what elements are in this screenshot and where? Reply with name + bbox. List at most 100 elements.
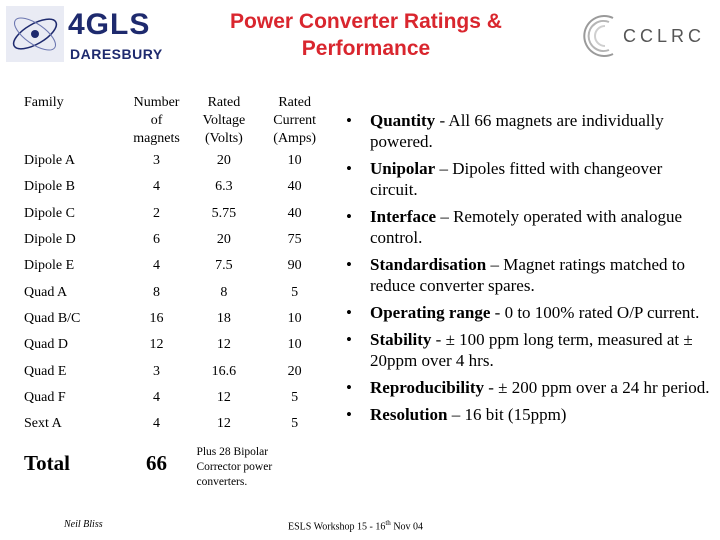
cell-current: 75 (287, 232, 302, 248)
logo-4gls: 4GLS DARESBURY (6, 6, 174, 64)
header-current: Rated Current (Amps) (273, 95, 317, 146)
cell-current: 5 (291, 389, 299, 405)
4gls-logo-icon (6, 6, 64, 62)
cell-number: 4 (153, 179, 161, 195)
cell-number: 16 (149, 310, 164, 326)
cell-family: Dipole D (24, 232, 76, 248)
ratings-table-container: Family Number of magnets Rated Voltage (… (24, 90, 334, 490)
list-item: • Reproducibility - ± 200 ppm over a 24 h… (344, 377, 712, 398)
list-item: • Interface – Remotely operated with anal… (344, 206, 712, 248)
cell-family: Dipole A (24, 153, 75, 169)
title-line-1: Power Converter Ratings & (230, 10, 502, 33)
total-label: Total (24, 451, 70, 476)
header-number: Number of magnets (133, 95, 180, 146)
cell-voltage: 6.3 (215, 179, 233, 195)
cell-current: 20 (287, 363, 302, 379)
bullet-icon: • (346, 378, 352, 397)
table-row: Dipole D 6 20 75 (24, 227, 334, 253)
cell-voltage: 12 (216, 416, 231, 432)
cell-voltage: 12 (216, 337, 231, 353)
bullet-icon: • (346, 207, 352, 226)
bullet-term: Unipolar (370, 159, 436, 178)
cell-current: 10 (287, 310, 302, 326)
table-row: Dipole A 3 20 10 (24, 148, 334, 174)
bullet-term: Interface (370, 207, 437, 226)
cell-current: 10 (287, 153, 302, 169)
cell-family: Sext A (24, 416, 62, 432)
logo-4gls-text: 4GLS (68, 8, 151, 41)
logo-cclrc-text: CCLRC (623, 26, 706, 46)
cell-voltage: 7.5 (215, 258, 233, 274)
bullet-text: – Remotely operated with analogue contro… (370, 207, 683, 247)
table-row: Dipole C 2 5.75 40 (24, 201, 334, 227)
list-item: • Quantity - All 66 magnets are individua… (344, 110, 712, 152)
table-header-row: Family Number of magnets Rated Voltage (… (24, 90, 334, 148)
cell-current: 10 (287, 337, 302, 353)
bullet-term: Stability (370, 330, 432, 349)
list-item: • Operating range - 0 to 100% rated O/P c… (344, 302, 712, 323)
table-row: Sext A 4 12 5 (24, 411, 334, 437)
bullet-term: Quantity (370, 111, 436, 130)
bullet-term: Standardisation (370, 255, 487, 274)
cell-voltage: 20 (216, 232, 231, 248)
cell-family: Dipole C (24, 205, 75, 221)
list-item: • Resolution – 16 bit (15ppm) (344, 404, 712, 425)
page-title: Power Converter Ratings & Performance (196, 8, 536, 62)
cell-number: 4 (153, 258, 161, 274)
cell-family: Quad A (24, 284, 68, 300)
logo-cclrc: CCLRC (573, 8, 715, 64)
footer-event: ESLS Workshop 15 - 16th Nov 04 (288, 519, 424, 533)
footer-author: Neil Bliss (64, 519, 103, 530)
bullet-text: - All 66 magnets are individually powere… (370, 111, 664, 151)
cell-family: Dipole B (24, 179, 75, 195)
cell-current: 40 (287, 179, 302, 195)
bullet-text: - ± 200 ppm over a 24 hr period. (483, 378, 710, 397)
bullet-term: Resolution (370, 405, 448, 424)
cell-number: 2 (153, 205, 161, 221)
table-row: Quad B/C 16 18 10 (24, 306, 334, 332)
cell-family: Quad E (24, 363, 67, 379)
bullet-text: – Magnet ratings matched to reduce conve… (370, 255, 685, 295)
table-row: Quad E 3 16.6 20 (24, 358, 334, 384)
list-item: • Unipolar – Dipoles fitted with changeov… (344, 158, 712, 200)
cell-voltage: 16.6 (211, 363, 237, 379)
table-row: Quad A 8 8 5 (24, 279, 334, 305)
ratings-table: Family Number of magnets Rated Voltage (… (24, 90, 334, 490)
bullet-icon: • (346, 255, 352, 274)
header-family: Family (24, 95, 64, 110)
bullet-text: – 16 bit (15ppm) (447, 405, 567, 424)
table-body: Dipole A 3 20 10 Dipole B 4 6.3 40 Dipole C 2 5.… (24, 148, 334, 490)
cell-family: Dipole E (24, 258, 75, 274)
bullet-text: - 0 to 100% rated O/P current. (490, 303, 700, 322)
cell-family: Quad B/C (24, 310, 81, 326)
cell-voltage: 18 (216, 310, 231, 326)
bullet-icon: • (346, 405, 352, 424)
bullet-text: - ± 100 ppm long term, measured at ± 20p… (370, 330, 693, 370)
table-row: Dipole E 4 7.5 90 (24, 253, 334, 279)
bullet-icon: • (346, 111, 352, 130)
list-item: • Stability - ± 100 ppm long term, measur… (344, 329, 712, 371)
cell-family: Quad D (24, 337, 68, 353)
cell-current: 5 (291, 284, 299, 300)
cell-current: 90 (287, 258, 302, 274)
cell-number: 3 (153, 153, 161, 169)
bullet-term: Operating range (370, 303, 491, 322)
cell-family: Quad F (24, 389, 66, 405)
table-row: Quad F 4 12 5 (24, 385, 334, 411)
table-total-row: Total 66 Plus 28 Bipolar Corrector power… (24, 437, 334, 490)
cell-current: 40 (287, 205, 302, 221)
cell-number: 3 (153, 363, 161, 379)
bullet-icon: • (346, 303, 352, 322)
cell-number: 4 (153, 416, 161, 432)
cell-voltage: 12 (216, 389, 231, 405)
cell-number: 12 (149, 337, 164, 353)
list-item: • Standardisation – Magnet ratings matche… (344, 254, 712, 296)
table-row: Quad D 12 12 10 (24, 332, 334, 358)
cell-voltage: 5.75 (211, 205, 237, 221)
cell-number: 4 (153, 389, 161, 405)
cell-current: 5 (291, 416, 299, 432)
logo-daresbury-text: DARESBURY (70, 46, 163, 62)
total-value: 66 (146, 451, 168, 476)
bullet-icon: • (346, 330, 352, 349)
header-voltage: Rated Voltage (Volts) (202, 95, 246, 146)
